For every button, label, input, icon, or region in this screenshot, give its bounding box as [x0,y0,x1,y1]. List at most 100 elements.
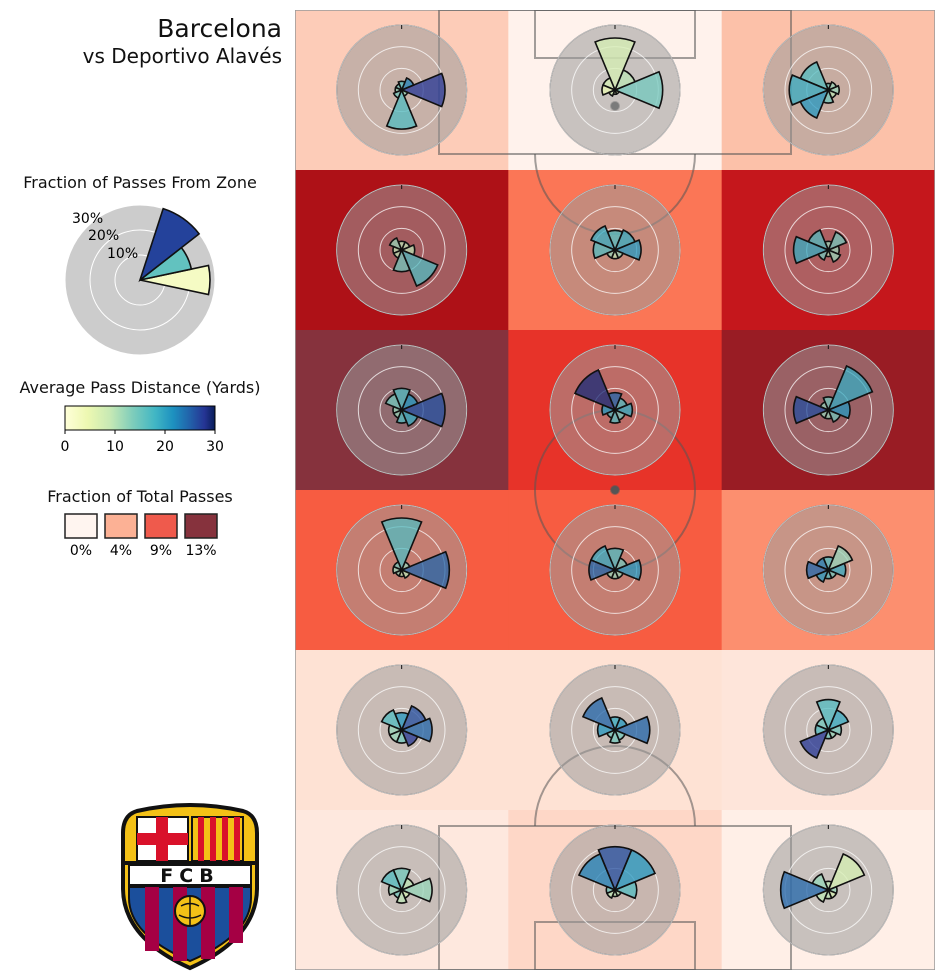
zone-rose-r4-c2 [762,664,894,796]
zone-rose-r0-c1 [549,24,681,156]
zone-r0-c1-wedge-0 [612,70,664,110]
share-label-0: 0% [70,543,92,559]
zone-r0-c2-wedge-7 [826,88,838,100]
share-swatch-1 [104,513,138,539]
zone-r1-c2-wedge-1 [826,230,848,252]
zone-r4-c1-wedge-4 [596,722,618,738]
zone-r4-c1-wedge-0 [612,715,651,745]
zone-rose-r4-c1 [549,664,681,796]
pitch-zone-chart [295,10,935,970]
zone-r3-c0-wedge-4 [392,565,404,575]
zone-r4-c0-wedge-0 [399,717,433,743]
zone-r2-c2-wedge-2 [822,396,835,413]
zone-r2-c2-wedge-1 [826,364,874,412]
zone-r5-c2-wedge-4 [779,870,831,910]
team-title: Barcelona [157,14,282,43]
zone-rose-r3-c1 [549,504,681,636]
zone-r5-c1-wedge-3 [577,852,617,892]
share-swatch-0 [64,513,98,539]
zone-r0-c0-wedge-1 [400,76,415,92]
zone-rose-r4-c0 [336,664,468,796]
zone-r3-c1-wedge-7 [613,568,625,580]
zone-r0-c1-wedge-2 [594,37,636,93]
zone-r3-c0-wedge-2 [380,517,423,573]
zone-r1-c1-wedge-3 [589,224,617,252]
zone-r4-c0-wedge-3 [380,708,404,732]
zone-r1-c2-wedge-7 [826,248,842,264]
zone-r3-c1-wedge-0 [612,559,642,581]
zone-rose-r5-c1 [549,824,681,956]
legend-wedge-2 [138,207,201,283]
zone-rose-r5-c0 [336,824,468,956]
zone-rose-r5-c2 [762,824,894,956]
legend-tick-20: 20% [88,228,119,244]
share-label-2: 9% [150,543,172,559]
zone-r4-c0-wedge-1 [400,704,427,732]
share-swatch-3 [184,513,218,539]
zone-rose-r2-c0 [336,344,468,476]
zone-r5-c1-wedge-5 [605,888,617,900]
zone-r5-c1-wedge-2 [597,845,633,893]
share-legend: 0% 4% 9% 13% [64,513,218,559]
zone-fraction-legend-title: Fraction of Passes From Zone [23,173,257,192]
zone-r4-c2-wedge-7 [826,728,838,740]
zone-r0-c2-wedge-0 [826,84,840,96]
zone-r3-c2-wedge-1 [826,544,854,572]
zone-rose-r0-c0 [336,24,468,156]
zone-r1-c1-wedge-1 [613,228,637,252]
zone-r0-c2-wedge-5 [799,88,830,120]
zone-r2-c1-wedge-0 [612,402,634,418]
legend-tick-10: 10% [107,246,138,262]
zone-r4-c1-wedge-7 [613,728,627,742]
share-label-1: 4% [110,543,132,559]
zone-r3-c2-wedge-5 [815,568,830,584]
zone-r0-c1-wedge-4 [601,83,618,97]
zone-r3-c2-wedge-7 [826,568,838,580]
zone-r5-c0-wedge-6 [395,887,408,904]
zone-r5-c2-wedge-5 [815,888,830,904]
zone-r2-c1-wedge-7 [613,408,627,422]
colorbar-tick-10: 10 [106,439,124,455]
zone-r0-c2-wedge-6 [822,87,835,104]
zone-rose-r3-c2 [762,504,894,636]
zone-r5-c1-wedge-7 [613,888,623,898]
zone-r2-c2-wedge-7 [826,408,842,424]
zone-r4-c2-wedge-2 [815,698,841,733]
zone-r1-c2-wedge-4 [792,235,831,265]
zone-r5-c0-wedge-3 [380,868,404,892]
zone-r0-c2-wedge-4 [788,74,831,106]
zone-rose-r2-c1 [549,344,681,476]
zone-r3-c0-wedge-0 [399,550,451,590]
zone-rose-r0-c2 [762,24,894,156]
zone-r4-c1-wedge-3 [581,696,617,732]
zone-r0-c0-wedge-0 [399,72,446,108]
zone-r2-c1-wedge-3 [573,368,617,412]
share-swatch-2 [144,513,178,539]
club-crest-icon: FCB [121,803,259,971]
zone-r0-c0-wedge-7 [400,88,409,98]
colorbar-tick-0: 0 [61,439,70,455]
zone-r2-c1-wedge-4 [601,403,618,417]
zone-r0-c1-wedge-5 [607,88,617,98]
zone-r1-c1-wedge-0 [612,239,642,261]
zone-r3-c1-wedge-4 [588,559,618,581]
zone-r2-c0-wedge-0 [399,392,446,428]
zone-rose-r1-c1 [549,184,681,316]
zone-rose-r3-c0 [336,504,468,636]
zone-r4-c2-wedge-5 [799,728,830,760]
zone-r3-c0-wedge-7 [400,568,411,580]
zone-r5-c0-wedge-4 [387,883,404,897]
legend-rose [64,204,216,356]
zone-r3-c2-wedge-4 [805,560,831,580]
zone-r4-c0-wedge-7 [400,728,419,748]
zone-r5-c0-wedge-0 [399,877,433,903]
legend-tick-30: 30% [72,211,103,227]
zone-r0-c0-wedge-2 [397,80,407,93]
zone-r1-c0-wedge-7 [400,248,439,288]
opponent-subtitle: vs Deportivo Alavés [82,44,282,68]
zone-r4-c1-wedge-6 [608,727,622,744]
crest-text: FCB [160,865,219,887]
zone-r1-c1-wedge-4 [592,240,618,260]
share-label-3: 13% [185,543,216,559]
zone-r1-c2-wedge-5 [817,248,830,262]
